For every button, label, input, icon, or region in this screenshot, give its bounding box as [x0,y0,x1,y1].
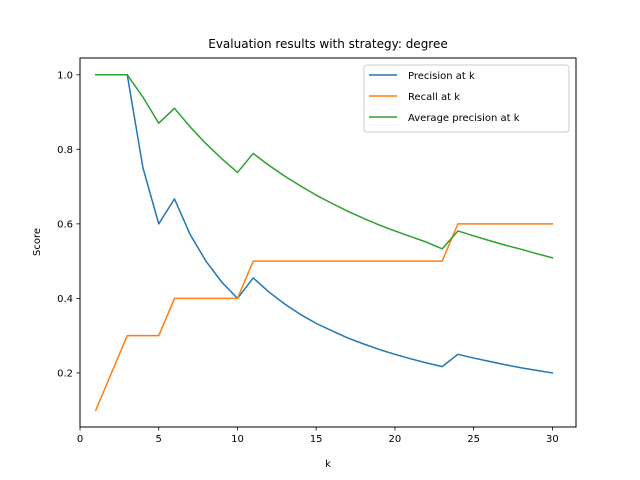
legend: Precision at k Recall at k Average precisi… [363,64,570,133]
legend-box [363,64,570,133]
x-axis-ticks: 0 5 10 15 20 25 30 [77,427,559,445]
legend-label-3: Average precision at k [408,113,520,124]
y-tick-label: 0.4 [57,294,73,305]
x-tick-label: 30 [546,434,559,445]
series-line-2 [94,223,554,412]
x-tick-label: 5 [156,434,162,445]
series-layer [94,74,554,412]
x-tick-label: 20 [389,434,402,445]
legend-label-2: Recall at k [408,92,460,103]
x-tick-label: 0 [77,434,83,445]
x-tick-label: 15 [310,434,323,445]
y-tick-label: 0.6 [57,219,73,230]
plot-frame [79,57,577,428]
y-tick-label: 1.0 [57,70,73,81]
series-line-3 [95,74,554,259]
y-axis-ticks: 0.2 0.4 0.6 0.8 1.0 [57,70,80,379]
series-line-1 [95,74,554,374]
x-tick-label: 10 [231,434,244,445]
y-axis-label: Score [32,228,43,256]
y-tick-label: 0.8 [57,145,73,156]
chart-title: Evaluation results with strategy: degree [208,37,448,51]
x-axis-label: k [325,459,331,470]
y-tick-label: 0.2 [57,368,73,379]
x-tick-label: 25 [467,434,480,445]
legend-label-1: Precision at k [408,71,475,82]
